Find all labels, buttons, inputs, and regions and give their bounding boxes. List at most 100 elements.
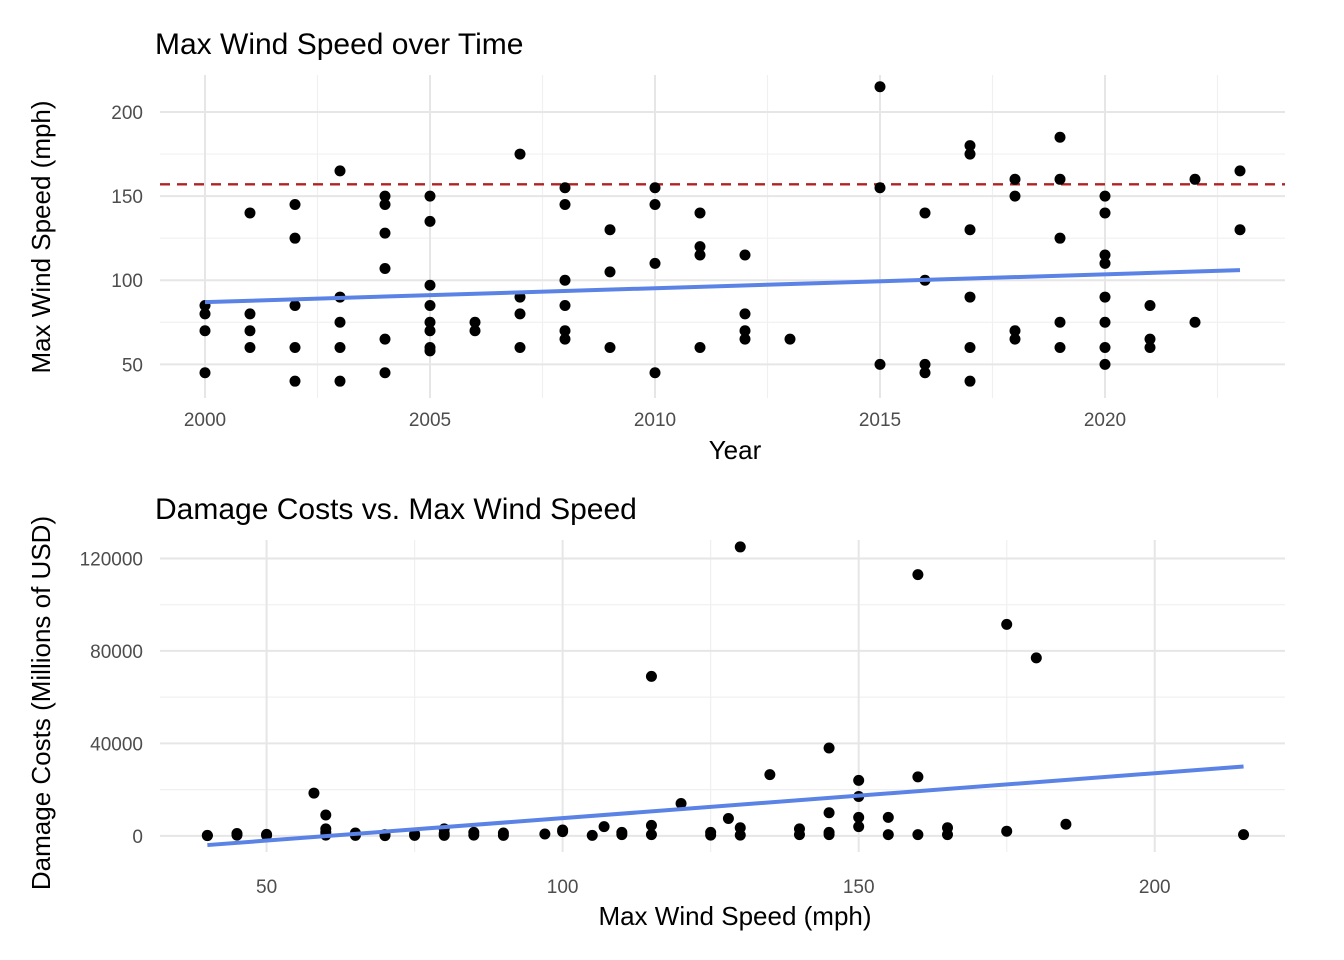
data-point: [964, 291, 976, 303]
data-point: [334, 165, 346, 177]
data-point: [645, 829, 657, 841]
data-point: [1054, 342, 1066, 354]
x-tick-label: 100: [547, 877, 579, 898]
chart-wind-over-time: Max Wind Speed over Time 2000 2005 2010 201…: [26, 28, 1285, 465]
x-tick-label: 150: [843, 877, 875, 898]
x-tick-label: 2010: [634, 410, 676, 431]
chart2-trend-line: [207, 764, 1244, 848]
data-point: [919, 207, 931, 219]
data-point: [1099, 358, 1111, 370]
data-point: [823, 807, 835, 819]
chart1-x-axis-title: Year: [709, 435, 762, 465]
data-point: [694, 342, 706, 354]
data-point: [514, 148, 526, 160]
data-point: [882, 811, 894, 823]
data-point: [1099, 207, 1111, 219]
data-point: [1099, 342, 1111, 354]
data-point: [1030, 652, 1042, 664]
data-point: [598, 821, 610, 833]
data-point: [559, 333, 571, 345]
data-point: [1189, 173, 1201, 185]
data-point: [705, 829, 717, 841]
data-point: [424, 316, 436, 328]
data-point: [379, 227, 391, 239]
data-point: [616, 829, 628, 841]
data-point: [912, 829, 924, 841]
data-point: [289, 232, 301, 244]
y-tick-label: 80000: [90, 642, 143, 663]
data-point: [912, 771, 924, 783]
data-point: [261, 829, 273, 841]
data-point: [1001, 618, 1013, 630]
chart1-tick-labels: 2000 2005 2010 2015 2020 50 100 150 200: [111, 103, 1126, 431]
data-point: [244, 207, 256, 219]
data-point: [874, 81, 886, 93]
data-point: [559, 274, 571, 286]
data-point: [289, 375, 301, 387]
data-point: [694, 207, 706, 219]
chart1-y-axis-title: Max Wind Speed (mph): [26, 100, 56, 373]
data-point: [424, 215, 436, 227]
data-point: [424, 345, 436, 357]
data-point: [424, 190, 436, 202]
data-point: [1009, 325, 1021, 337]
data-point: [784, 333, 796, 345]
data-point: [823, 742, 835, 754]
data-point: [1099, 190, 1111, 202]
data-point: [379, 333, 391, 345]
data-point: [645, 819, 657, 831]
data-point: [468, 829, 480, 841]
data-point: [424, 279, 436, 291]
data-point: [1189, 316, 1201, 328]
y-tick-label: 150: [111, 187, 143, 208]
data-point: [514, 308, 526, 320]
data-point: [438, 829, 450, 841]
data-point: [964, 148, 976, 160]
data-point: [823, 829, 835, 841]
data-point: [722, 812, 734, 824]
data-point: [469, 325, 481, 337]
chart1-trend-line: [204, 268, 1241, 305]
data-point: [604, 224, 616, 236]
data-point: [231, 829, 243, 841]
data-point: [559, 325, 571, 337]
x-tick-label: 2000: [184, 410, 226, 431]
data-point: [1009, 333, 1021, 345]
data-point: [244, 325, 256, 337]
data-point: [409, 829, 421, 841]
data-point: [379, 367, 391, 379]
data-point: [919, 358, 931, 370]
y-tick-label: 50: [122, 355, 143, 376]
y-tick-label: 0: [132, 827, 143, 848]
chart2-gridlines: [160, 540, 1285, 852]
data-point: [1234, 224, 1246, 236]
data-point: [649, 257, 661, 269]
data-point: [1234, 165, 1246, 177]
data-point: [604, 342, 616, 354]
x-tick-label: 2020: [1084, 410, 1126, 431]
chart-damage-vs-wind: Damage Costs vs. Max Wind Speed 50 100 150…: [26, 493, 1285, 931]
data-point: [1099, 249, 1111, 261]
data-point: [1099, 291, 1111, 303]
data-point: [853, 774, 865, 786]
data-point: [649, 199, 661, 211]
data-point: [199, 325, 211, 337]
data-point: [645, 670, 657, 682]
data-point: [308, 787, 320, 799]
data-point: [912, 569, 924, 581]
data-point: [289, 299, 301, 311]
chart2-points: [201, 541, 1250, 842]
data-point: [334, 316, 346, 328]
chart2-tick-labels: 50 100 150 200 0 40000 80000 120000: [80, 549, 1171, 898]
data-point: [469, 316, 481, 328]
data-point: [1009, 173, 1021, 185]
data-point: [539, 828, 551, 840]
data-point: [739, 249, 751, 261]
chart2-x-axis-title: Max Wind Speed (mph): [598, 901, 871, 931]
x-tick-label: 200: [1139, 877, 1171, 898]
data-point: [964, 342, 976, 354]
data-point: [964, 224, 976, 236]
data-point: [793, 829, 805, 841]
data-point: [1054, 173, 1066, 185]
